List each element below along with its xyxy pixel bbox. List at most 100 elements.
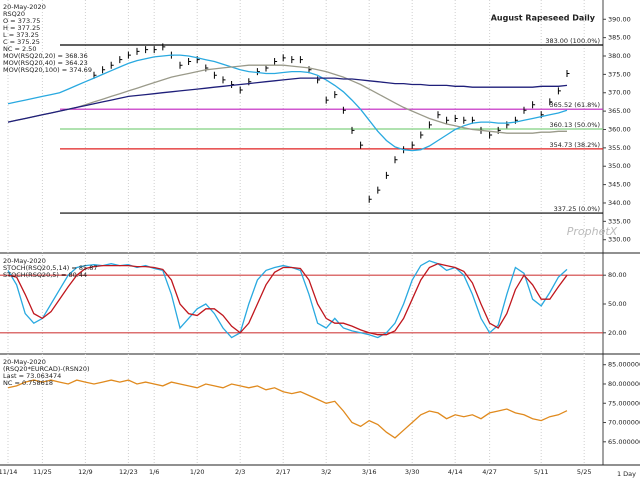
y-tick-label: 355.00 xyxy=(608,144,631,152)
watermark: ProphetX xyxy=(567,225,618,238)
price-bar xyxy=(102,66,106,74)
x-tick-label: 1/20 xyxy=(190,468,205,476)
legend-info: (RSQ20*EURCAD)-(RSN20) xyxy=(3,365,90,373)
legend-entry: MOV(RSQ20,100) = 374.69 xyxy=(3,66,92,74)
x-tick-label: 4/14 xyxy=(448,468,463,476)
x-tick-label: 12/23 xyxy=(119,468,138,476)
price-bar xyxy=(136,47,140,55)
price-bar xyxy=(291,56,295,64)
legend-entry: STOCH(RSQ20,5) = 80.44 xyxy=(3,271,87,279)
price-bar xyxy=(428,121,432,129)
level-label: 337.25 (0.0%) xyxy=(554,205,600,213)
price-bar xyxy=(213,71,217,79)
price-bar xyxy=(557,87,561,95)
price-bar xyxy=(394,156,398,164)
level-label: 354.73 (38.2%) xyxy=(549,141,600,149)
series-line xyxy=(7,77,568,123)
x-tick-label: 3/2 xyxy=(321,468,331,476)
legend-info: Last = 73.063474 xyxy=(3,372,61,380)
price-bar xyxy=(162,43,166,51)
price-bar xyxy=(385,171,389,179)
price-bar xyxy=(342,106,346,114)
price-bar xyxy=(368,195,372,203)
level-label: 360.13 (50.0%) xyxy=(549,121,600,129)
legend-info: O = 373.75 xyxy=(3,17,40,25)
y-tick-label: 335.00 xyxy=(608,217,631,225)
legend-entry: MOV(RSQ20,40) = 364.23 xyxy=(3,59,88,67)
price-bar xyxy=(523,106,527,114)
legend-info: RSQ20 xyxy=(3,10,25,18)
price-bar xyxy=(119,56,123,64)
y-tick-label: 85.000000 xyxy=(608,361,640,369)
price-bar xyxy=(334,91,338,99)
y-tick-label: 375.00 xyxy=(608,70,631,78)
x-tick-label: 11/25 xyxy=(33,468,52,476)
legend-entry: STOCH(RSQ20,5,14) = 85.87 xyxy=(3,264,97,272)
y-tick-label: 80.00 xyxy=(608,271,627,279)
y-tick-label: 370.00 xyxy=(608,89,631,97)
y-tick-label: 330.00 xyxy=(608,236,631,244)
legend-date: 20-May-2020 xyxy=(3,358,46,366)
price-bar xyxy=(188,58,192,66)
price-bar xyxy=(145,46,149,54)
price-bar xyxy=(549,98,553,106)
x-tick-label: 5/25 xyxy=(577,468,592,476)
y-tick-label: 390.00 xyxy=(608,15,631,23)
price-bar xyxy=(231,80,235,88)
price-bar xyxy=(532,101,536,109)
y-tick-label: 80.000000 xyxy=(608,380,640,388)
x-tick-label: 12/9 xyxy=(78,468,93,476)
price-bar xyxy=(360,141,364,149)
level-label: 365.52 (61.8%) xyxy=(549,101,600,109)
price-bar xyxy=(299,56,303,64)
x-tick-label: 1/6 xyxy=(149,468,159,476)
price-bar xyxy=(256,68,260,76)
price-bar xyxy=(239,86,243,94)
legend-entry: MOV(RSQ20,20) = 368.36 xyxy=(3,52,88,60)
legend-info: H = 377.25 xyxy=(3,24,40,32)
price-bar xyxy=(179,61,183,69)
x-tick-label: 3/30 xyxy=(405,468,420,476)
x-tick-label: 4/27 xyxy=(482,468,497,476)
price-bar xyxy=(274,58,278,66)
price-bar xyxy=(489,131,493,139)
price-bar xyxy=(282,54,286,62)
price-bar xyxy=(566,69,570,77)
legend-info: NC = 0.758618 xyxy=(3,379,53,387)
y-tick-label: 50.00 xyxy=(608,300,627,308)
legend-info: NC = 2.50 xyxy=(3,45,36,53)
x-tick-label: 11/14 xyxy=(0,468,17,476)
legend-info: C = 375.25 xyxy=(3,38,40,46)
price-bar xyxy=(420,131,424,139)
price-bar xyxy=(153,46,157,54)
timeframe-label: 1 Day xyxy=(617,470,636,478)
series-line xyxy=(7,379,568,439)
x-tick-label: 3/16 xyxy=(362,468,377,476)
price-bar xyxy=(325,96,329,104)
level-label: 383.00 (100.0%) xyxy=(545,37,600,45)
y-tick-label: 385.00 xyxy=(608,34,631,42)
series-line xyxy=(7,64,567,134)
x-tick-label: 5/11 xyxy=(534,468,549,476)
series-line xyxy=(7,54,568,152)
y-tick-label: 75.000000 xyxy=(608,399,640,407)
price-bar xyxy=(351,126,355,134)
price-bar xyxy=(463,116,467,124)
chart-title: August Rapeseed Daily xyxy=(491,14,596,23)
price-bar xyxy=(377,186,381,194)
y-tick-label: 360.00 xyxy=(608,125,631,133)
y-tick-label: 20.00 xyxy=(608,329,627,337)
x-tick-label: 2/17 xyxy=(276,468,291,476)
y-tick-label: 380.00 xyxy=(608,52,631,60)
price-bar xyxy=(127,51,131,59)
series-line xyxy=(7,263,568,336)
y-tick-label: 350.00 xyxy=(608,162,631,170)
y-tick-label: 365.00 xyxy=(608,107,631,115)
y-tick-label: 340.00 xyxy=(608,199,631,207)
legend-date: 20-May-2020 xyxy=(3,257,46,265)
price-bar xyxy=(222,76,226,84)
x-tick-label: 2/3 xyxy=(235,468,245,476)
price-bar xyxy=(454,114,458,122)
y-tick-label: 345.00 xyxy=(608,181,631,189)
